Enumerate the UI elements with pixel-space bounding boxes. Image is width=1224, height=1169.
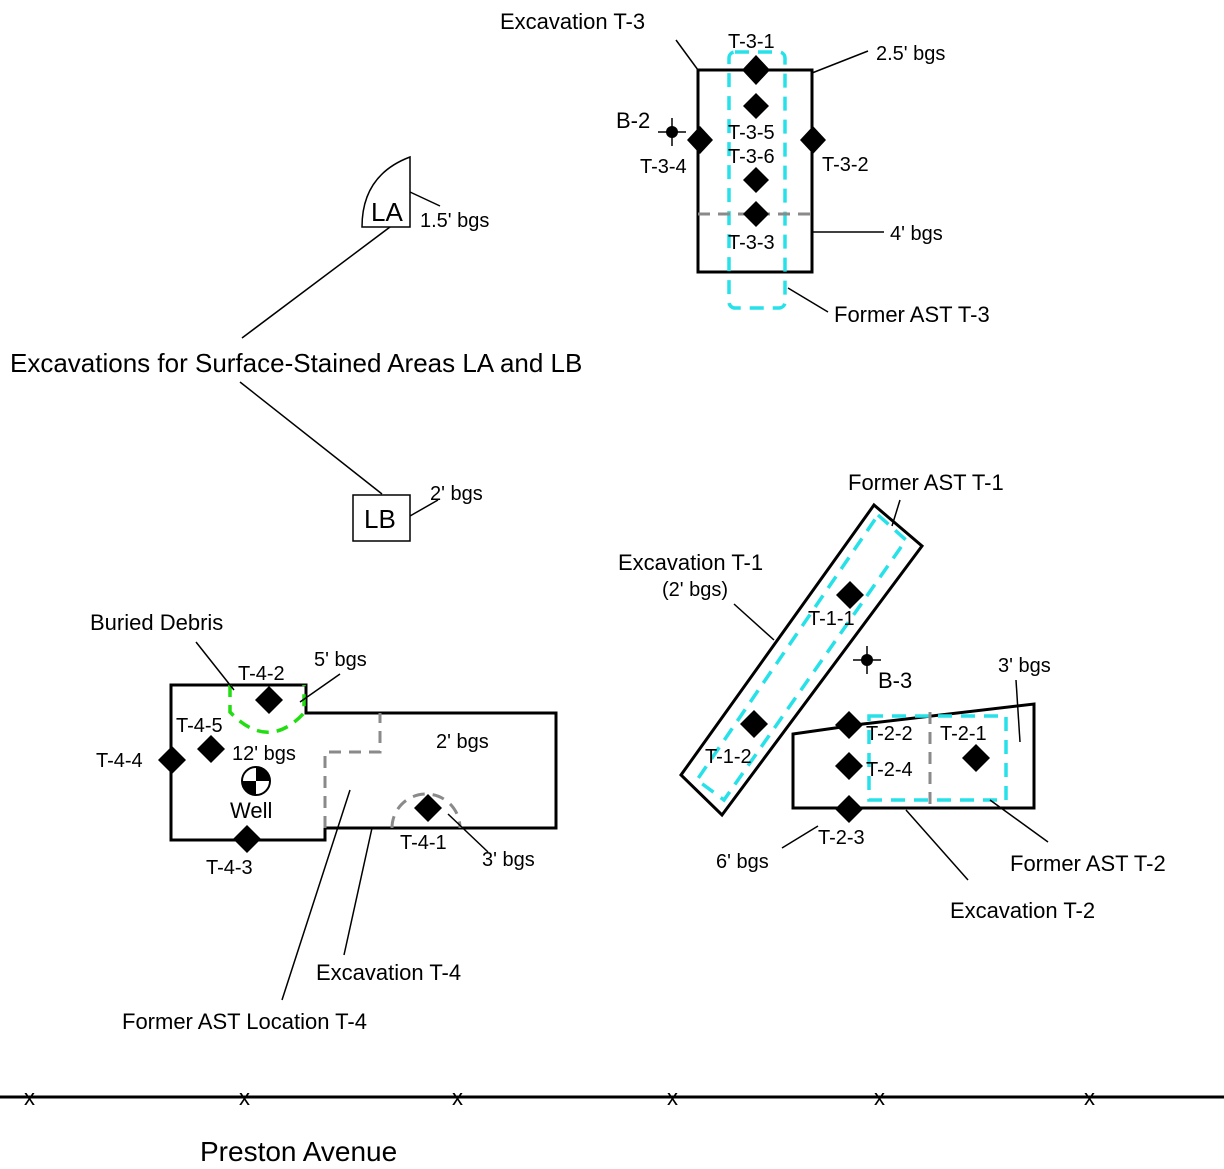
sample-t2-4-label: T-2-4: [866, 759, 913, 781]
fence-mark-2: x: [239, 1085, 250, 1110]
fence-mark-3: x: [452, 1085, 463, 1110]
sample-t4-2-icon: [255, 686, 283, 714]
excavation-t1: Former AST T-1 Excavation T-1 (2' bgs) T…: [618, 470, 1004, 818]
fence-line: x x x x x x: [0, 1085, 1224, 1110]
area-lb-outline: [352, 494, 411, 542]
area-la-label: LA: [371, 197, 403, 227]
t3-depth-bottom: 4' bgs: [890, 223, 943, 245]
sample-t3-1-label: T-3-1: [728, 31, 775, 53]
la-lb-caption: Excavations for Surface-Stained Areas LA…: [10, 348, 582, 378]
sample-t4-2-label: T-4-2: [238, 663, 285, 685]
fence-mark-4: x: [667, 1085, 678, 1110]
excavation-t2-label: Excavation T-2: [950, 898, 1095, 923]
excavation-t1-outline: [679, 502, 925, 818]
buried-debris-outline: [228, 685, 306, 734]
area-lb: LB 2' bgs: [352, 483, 483, 542]
sample-t4-3-icon: [233, 825, 261, 853]
area-la-outline: [361, 155, 411, 228]
road-name: Preston Avenue: [200, 1136, 397, 1167]
well-label: Well: [230, 798, 272, 823]
excavation-t1-depth: (2' bgs): [662, 579, 728, 601]
sample-t2-2-label: T-2-2: [866, 723, 913, 745]
sample-t3-2-label: T-3-2: [822, 154, 869, 176]
t2-depth-right: 3' bgs: [998, 655, 1051, 677]
sample-t3-3-icon: [743, 201, 769, 227]
fence-mark-6: x: [1084, 1085, 1095, 1110]
former-ast-t1-outline: [694, 512, 909, 803]
sample-t1-1-icon: [836, 581, 864, 609]
buried-debris-label: Buried Debris: [90, 610, 223, 635]
monitoring-well-icon: [241, 766, 271, 796]
sample-t1-1-label: T-1-1: [808, 608, 855, 630]
former-ast-t3-label: Former AST T-3: [834, 302, 990, 327]
t3-depth-top: 2.5' bgs: [876, 43, 945, 65]
sample-t4-5-icon: [197, 735, 225, 763]
sample-t3-6-label: T-3-6: [728, 146, 775, 168]
t4-depth-deep: 12' bgs: [232, 743, 296, 765]
sample-t2-3-label: T-2-3: [818, 827, 865, 849]
sample-t3-1-icon: [742, 55, 770, 85]
sample-t3-4-label: T-3-4: [640, 156, 687, 178]
excavation-t3-label: Excavation T-3: [500, 9, 645, 34]
excavation-t2: 3' bgs T-2-2 T-2-1 T-2-4 T-2-3 6' bgs Fo…: [716, 655, 1166, 923]
area-lb-label: LB: [364, 504, 396, 534]
sample-t2-2-icon: [835, 711, 863, 739]
sample-t3-6-icon: [743, 167, 769, 193]
sample-t4-3-label: T-4-3: [206, 857, 253, 879]
t4-depth-debris: 5' bgs: [314, 649, 367, 671]
sample-t4-4-icon: [158, 746, 186, 774]
excavation-t4: Buried Debris 5' bgs T-4-2 T-4-5 12' bgs…: [90, 610, 558, 1034]
t4-depth-east: 2' bgs: [436, 731, 489, 753]
excavation-t4-label: Excavation T-4: [316, 960, 461, 985]
sample-t4-5-label: T-4-5: [176, 715, 223, 737]
former-ast-t4-outline: [323, 713, 382, 828]
boring-b3-icon: [853, 646, 881, 674]
fence-mark-1: x: [24, 1085, 35, 1110]
boring-b2-label: B-2: [616, 108, 650, 133]
former-ast-t2-label: Former AST T-2: [1010, 851, 1166, 876]
boring-b2-icon: [658, 118, 686, 146]
sample-t3-2-icon: [800, 126, 826, 154]
former-ast-t1-label: Former AST T-1: [848, 470, 1004, 495]
fence-mark-5: x: [874, 1085, 885, 1110]
sample-t3-4-icon: [687, 126, 713, 154]
area-lb-depth: 2' bgs: [430, 483, 483, 505]
sample-t1-2-label: T-1-2: [705, 746, 752, 768]
former-ast-t3-outline: [727, 50, 787, 310]
boring-b3-label: B-3: [878, 668, 912, 693]
sample-t3-5-label: T-3-5: [728, 122, 775, 144]
sample-t4-1-icon: [414, 794, 442, 822]
sample-t3-5-icon: [743, 93, 769, 119]
area-la-depth: 1.5' bgs: [420, 210, 489, 232]
sample-t2-3-icon: [835, 795, 863, 823]
sample-t4-4-label: T-4-4: [96, 750, 143, 772]
former-ast-t2-outline: [867, 714, 1008, 802]
excavation-t4-outline: [169, 683, 558, 842]
area-la: LA 1.5' bgs: [361, 155, 489, 232]
sample-t2-4-icon: [835, 752, 863, 780]
sample-t3-3-label: T-3-3: [728, 232, 775, 254]
former-ast-t4-label: Former AST Location T-4: [122, 1009, 367, 1034]
t4-depth-ring: 3' bgs: [482, 849, 535, 871]
excavation-t3: Excavation T-3 T-3-1 2.5' bgs T-3-5 T-3-…: [500, 9, 990, 327]
sample-t1-2-icon: [740, 710, 768, 738]
excavation-t2-outline: [791, 702, 1036, 810]
sample-t4-1-label: T-4-1: [400, 832, 447, 854]
t2-depth-left: 6' bgs: [716, 851, 769, 873]
excavation-t1-label: Excavation T-1: [618, 550, 763, 575]
sample-t2-1-label: T-2-1: [940, 723, 987, 745]
sample-t2-1-icon: [962, 744, 990, 772]
